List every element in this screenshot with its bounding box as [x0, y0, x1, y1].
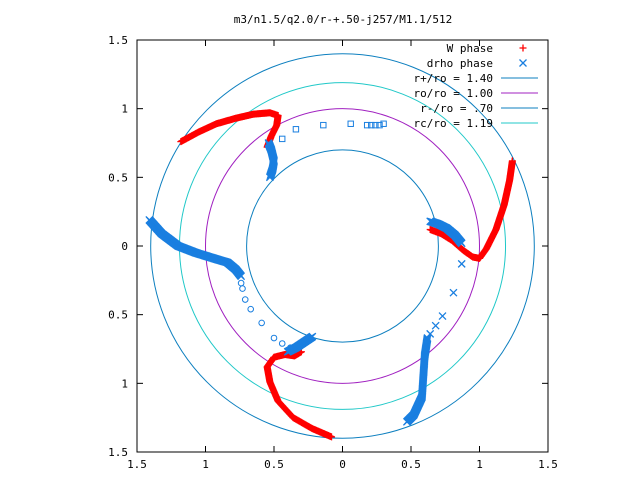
legend-label-0: W phase [447, 42, 493, 55]
circle-r-2 [246, 149, 439, 343]
square-point-4 [363, 121, 371, 129]
circle-point-7 [287, 344, 294, 351]
chart-title: m3/n1.5/q2.0/r-+.50-j257/M1.1/512 [234, 13, 453, 26]
legend-label-4: r-/ro = .70 [420, 102, 493, 115]
y-tick-label-0: 1.5 [108, 446, 128, 459]
legend: W phase drho phase r+/ro = 1.40 ro/ro = 1.0… [414, 42, 538, 130]
legend-label-2: r+/ro = 1.40 [414, 72, 493, 85]
phase-arms [145, 109, 516, 441]
circle-point-2 [241, 296, 249, 303]
y-tick-label-3: 0 [121, 240, 128, 253]
square-point-8 [380, 120, 387, 127]
circle-r-0 [150, 53, 535, 439]
circle-point-5 [270, 334, 278, 342]
data-points [237, 120, 466, 351]
circle-point-6 [278, 340, 286, 347]
cross-point-2 [438, 312, 447, 320]
y-tick-label-6: 1.5 [108, 34, 128, 47]
x-tick-label-0: 1.5 [127, 458, 147, 471]
arm-marker [237, 272, 246, 281]
x-tick-label-3: 0 [339, 458, 346, 471]
x-tick-label-2: 0.5 [264, 458, 284, 471]
arm-marker [264, 139, 273, 147]
square-point-5 [368, 121, 375, 129]
circle-point-0 [237, 279, 245, 287]
circle-point-4 [258, 319, 265, 327]
drho-phase-arm-1 [426, 217, 466, 248]
square-point-0 [279, 135, 286, 143]
legend-label-5: rc/ro = 1.19 [414, 117, 493, 130]
square-point-1 [292, 126, 300, 133]
w-phase-arm-1 [426, 157, 516, 262]
legend-label-1: drho phase [427, 57, 493, 70]
circle-point-3 [247, 305, 255, 313]
legend-swatch-1 [519, 59, 527, 67]
square-point-2 [320, 121, 327, 129]
y-tick-label-5: 1 [121, 103, 128, 116]
square-point-7 [376, 121, 383, 129]
square-point-3 [347, 120, 354, 127]
x-tick-label-1: 1 [202, 458, 209, 471]
cross-point-3 [431, 321, 440, 330]
w-phase-arm-0 [177, 109, 282, 151]
cross-point-0 [457, 259, 466, 268]
x-tick-label-6: 1.5 [538, 458, 558, 471]
legend-label-3: ro/ro = 1.00 [414, 87, 493, 100]
x-tick-label-4: 0.5 [401, 458, 421, 471]
circle-r-1 [205, 108, 480, 384]
y-tick-label-1: 1 [121, 377, 128, 390]
drho-phase-arm-4 [402, 334, 432, 426]
y-tick-label-4: 0.5 [108, 171, 128, 184]
w-phase-arm-2 [263, 348, 336, 441]
arm-marker [308, 332, 317, 341]
circle-point-1 [239, 285, 246, 292]
cross-point-4 [426, 329, 435, 338]
cross-point-1 [449, 288, 458, 297]
legend-swatch-0 [519, 44, 527, 52]
arm-marker [426, 226, 434, 234]
drho-phase-arm-2 [145, 215, 246, 281]
y-tick-label-2: 0.5 [108, 309, 128, 322]
arm-marker [402, 417, 411, 426]
square-point-6 [372, 121, 379, 129]
drho-phase-arm-0 [264, 139, 278, 182]
arm-marker [457, 239, 466, 248]
x-tick-label-5: 1 [476, 458, 483, 471]
